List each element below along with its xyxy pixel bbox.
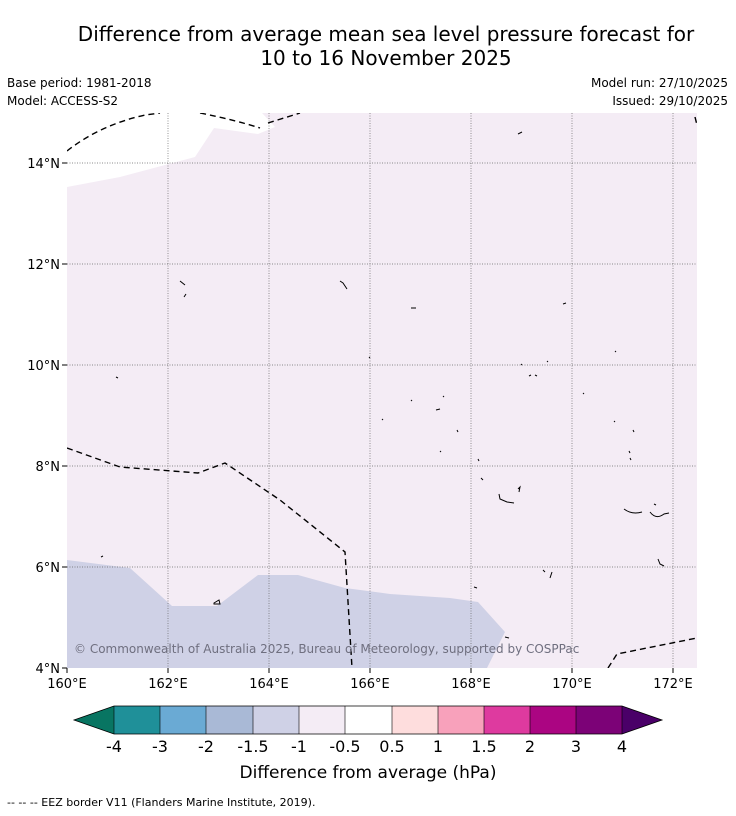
colorbar-tick: 2 [525,737,535,756]
anomaly-region-darker [67,560,505,668]
longitude-labels: 160°E 162°E 164°E 166°E 168°E 170°E 172°… [47,677,693,692]
lon-label: 166°E [350,677,390,692]
lat-label: 8°N [36,460,61,475]
colorbar-extend-low [74,706,114,734]
colorbar-extend-high [622,706,662,734]
colorbar-swatch [576,706,622,734]
colorbar-tick: -3 [152,737,168,756]
colorbar-swatch [114,706,160,734]
colorbar: -4 -3 -2 -1.5 -1 -0.5 0.5 1 1.5 2 3 4 Di… [72,705,664,783]
lat-label: 12°N [27,258,60,273]
axis-ticks [62,162,674,673]
title-line-1: Difference from average mean sea level p… [77,22,695,46]
colorbar-swatch [484,706,530,734]
colorbar-tick: 4 [617,737,627,756]
colorbar-tick: -2 [198,737,214,756]
lon-label: 164°E [249,677,289,692]
model-name: Model: ACCESS-S2 [7,94,119,108]
meta-left: Base period: 1981-2018 Model: ACCESS-S2 [7,74,152,110]
colorbar-swatch [392,706,438,734]
lat-label: 10°N [27,359,60,374]
colorbar-swatch [345,706,392,734]
base-period: Base period: 1981-2018 [7,76,152,90]
colorbar-tick: 3 [571,737,581,756]
anomaly-region-neutral [67,113,275,187]
issued-date: Issued: 29/10/2025 [612,94,728,108]
colorbar-swatch [438,706,484,734]
lon-label: 160°E [47,677,87,692]
colorbar-tick: -4 [106,737,122,756]
colorbar-tick: -1.5 [237,737,268,756]
title-line-2: 10 to 16 November 2025 [260,46,512,70]
islands [100,131,670,639]
colorbar-swatch [299,706,345,734]
lon-label: 172°E [653,677,693,692]
latitude-labels: 14°N 12°N 10°N 8°N 6°N 4°N [27,157,60,677]
colorbar-separators [113,706,623,734]
colorbar-title: Difference from average (hPa) [240,763,497,783]
lon-label: 168°E [451,677,491,692]
gridlines [67,113,697,668]
colorbar-swatch [160,706,206,734]
colorbar-tick: 0.5 [379,737,404,756]
anomaly-field-light [67,113,697,668]
copyright-notice: © Commonwealth of Australia 2025, Bureau… [74,642,579,656]
colorbar-tick: 1 [433,737,443,756]
colorbar-swatch [530,706,576,734]
lat-label: 4°N [36,662,61,677]
colorbar-tick: 1.5 [471,737,496,756]
eez-legend: -- -- -- EEZ border V11 (Flanders Marine… [7,796,316,809]
meta-right: Model run: 27/10/2025 Issued: 29/10/2025 [591,74,728,110]
eez-borders [67,113,697,668]
colorbar-tick-labels: -4 -3 -2 -1.5 -1 -0.5 0.5 1 1.5 2 3 4 [106,737,627,756]
lon-label: 162°E [148,677,188,692]
colorbar-swatch [206,706,253,734]
colorbar-tick: -0.5 [329,737,360,756]
colorbar-swatch [253,706,299,734]
lat-label: 6°N [36,561,61,576]
lon-label: 170°E [552,677,592,692]
lat-label: 14°N [27,157,60,172]
model-run: Model run: 27/10/2025 [590,76,728,90]
map-area: © Commonwealth of Australia 2025, Bureau… [67,113,697,668]
chart-title: Difference from average mean sea level p… [0,22,736,70]
colorbar-tick: -1 [291,737,307,756]
